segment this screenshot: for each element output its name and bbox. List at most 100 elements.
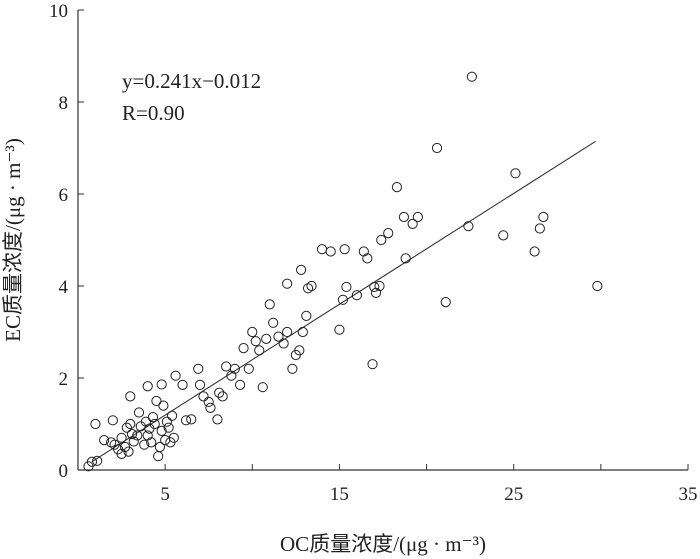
x-tick-label: 25 [504,484,523,505]
data-point [142,430,153,441]
data-point [163,422,174,433]
data-point [139,439,150,450]
data-point [234,379,246,390]
data-point [294,345,305,356]
data-point [146,437,157,448]
data-point [351,290,362,301]
fit-r-value: R=0.90 [122,101,185,125]
data-point [128,436,139,447]
data-point [400,253,411,264]
data-point [142,381,153,392]
data-point [412,211,423,223]
data-point [154,441,166,453]
data-point [257,382,268,393]
data-point [302,283,314,294]
data-point [431,142,443,154]
data-point [161,416,172,427]
data-point [243,363,254,374]
data-point [374,280,385,292]
data-point [282,326,293,338]
data-point [334,324,345,335]
data-point [168,432,179,443]
y-tick-label: 0 [59,461,69,482]
data-point [170,370,181,381]
data-point [440,297,451,308]
data-point [203,396,214,408]
data-point [90,418,101,430]
data-point [383,228,394,239]
data-point [177,379,188,390]
data-point [121,422,132,433]
data-point [193,363,204,374]
data-point [538,211,549,223]
data-point [221,361,232,372]
data-point [217,391,228,402]
data-point [592,280,603,292]
data-point [149,418,160,430]
x-tick-label: 35 [679,484,698,505]
data-point [132,430,143,441]
data-point [247,326,258,338]
data-point [362,253,373,264]
data-point [92,455,103,466]
data-point [238,343,249,354]
y-tick-label: 2 [59,369,69,390]
data-point [156,379,167,390]
data-point [167,410,178,421]
data-point [463,221,474,232]
data-point [301,310,312,321]
data-point [116,432,127,443]
data-point [254,345,265,356]
data-point [268,317,279,328]
data-point [498,230,509,241]
data-point [341,281,352,293]
ticks-layer: 5 15 25 35 0 2 4 6 8 10 [49,1,698,505]
data-point [325,246,336,257]
data-point [107,415,118,426]
data-point [337,294,349,305]
data-point [306,280,317,292]
data-point [358,246,369,257]
data-point [158,400,169,411]
data-point [278,338,289,349]
data-point [86,456,98,467]
data-point [287,363,298,374]
data-point [407,218,418,229]
data-point [126,429,138,440]
y-tick-label: 8 [59,93,69,114]
data-point [229,363,240,374]
data-point [106,437,117,448]
data-point [376,234,387,246]
data-point [369,281,380,293]
data-point [250,336,261,347]
y-tick-label: 10 [49,1,68,22]
data-point [99,435,110,446]
data-point [534,223,545,234]
data-point [194,379,206,390]
x-tick-label: 15 [330,484,349,505]
data-point [339,244,350,255]
data-point [391,182,403,193]
fit-equation: y=0.241x−0.012 [122,69,261,93]
data-point [273,331,284,342]
axis-lines [77,10,688,471]
y-tick-label: 6 [59,185,69,206]
plot-layer [83,71,603,472]
y-tick-label: 4 [59,277,69,298]
data-point [147,412,159,423]
data-point [466,71,477,82]
data-point [282,278,293,289]
data-point [295,264,307,275]
data-point [205,402,216,413]
data-point [123,446,134,457]
data-point [116,448,127,459]
x-axis-title: OC质量浓度/(μg · m⁻³) [280,532,486,556]
y-axis-title: EC质量浓度/(μg · m⁻³) [1,138,25,342]
data-point [186,414,197,425]
data-point [264,299,275,310]
data-point [156,425,167,436]
data-point [198,391,209,402]
data-point [261,333,272,344]
data-point [180,415,192,426]
data-point [226,370,237,381]
